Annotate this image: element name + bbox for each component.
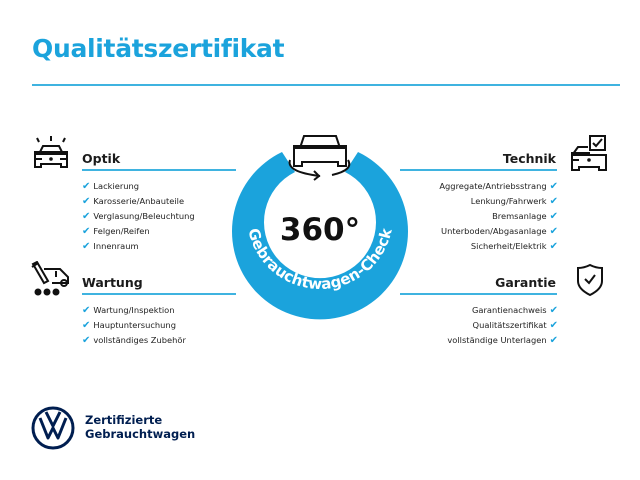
list-item: ✔ Karosserie/Anbauteile (82, 196, 185, 207)
list-item: Sicherheit/Elektrik ✔ (470, 241, 558, 252)
garantie-divider (400, 293, 557, 295)
check-icon: ✔ (82, 181, 91, 192)
section-title-garantie: Garantie (495, 275, 556, 290)
check-icon: ✔ (549, 211, 558, 222)
check-icon: ✔ (549, 181, 558, 192)
list-item: Garantienachweis ✔ (471, 305, 558, 316)
service-tools-icon (31, 261, 69, 296)
list-item: Bremsanlage ✔ (492, 211, 558, 222)
check-icon: ✔ (82, 320, 91, 331)
technik-divider (400, 169, 557, 171)
optik-list: ✔ Lackierung ✔ Karosserie/Anbauteile ✔ Verg… (82, 179, 195, 254)
optik-divider (82, 169, 236, 171)
list-item: Lenkung/Fahrwerk ✔ (470, 196, 558, 207)
garantie-list: Garantienachweis ✔ Qualitätszertifikat ✔ v… (447, 303, 558, 348)
check-icon: ✔ (82, 241, 91, 252)
check-icon: ✔ (82, 226, 91, 237)
section-title-optik: Optik (82, 151, 121, 166)
vw-logo (31, 406, 75, 450)
check-icon: ✔ (549, 335, 558, 346)
list-item: ✔ Verglasung/Beleuchtung (82, 211, 195, 222)
list-item: ✔ Hauptuntersuchung (82, 320, 176, 331)
check-icon: ✔ (549, 305, 558, 316)
list-item: ✔ Innenraum (82, 241, 139, 252)
shield-check-icon (577, 263, 603, 297)
ring-arc (232, 152, 408, 320)
list-item: vollständige Unterlagen ✔ (447, 335, 558, 346)
check-icon: ✔ (549, 196, 558, 207)
technik-list: Aggregate/Antriebsstrang ✔ Lenkung/Fahrwe… (439, 179, 558, 254)
list-item: Qualitätszertifikat ✔ (472, 320, 558, 331)
list-item: Aggregate/Antriebsstrang ✔ (439, 181, 558, 192)
list-item: ✔ Felgen/Reifen (82, 226, 150, 237)
title-divider (32, 84, 620, 86)
rotating-car-icon (288, 135, 351, 181)
page-title: Qualitätszertifikat (32, 34, 285, 63)
list-item: Unterboden/Abgasanlage ✔ (441, 226, 558, 237)
center-value: 360° (280, 212, 360, 248)
brand-label: Zertifizierte Gebrauchtwagen (85, 413, 196, 441)
check-icon: ✔ (82, 211, 91, 222)
section-title-technik: Technik (502, 151, 556, 166)
check-icon: ✔ (82, 196, 91, 207)
check-icon: ✔ (82, 305, 91, 316)
wartung-list: ✔ Wartung/Inspektion ✔ Hauptuntersuchung ✔… (82, 303, 186, 348)
360-check-badge: Gebrauchtwagen-Check 360° (232, 135, 408, 320)
wartung-divider (82, 293, 236, 295)
check-icon: ✔ (549, 226, 558, 237)
section-title-wartung: Wartung (82, 275, 143, 290)
check-icon: ✔ (549, 241, 558, 252)
car-checklist-icon (571, 135, 607, 171)
list-item: ✔ Lackierung (82, 181, 140, 192)
check-icon: ✔ (82, 335, 91, 346)
car-lights-icon (34, 136, 68, 168)
check-icon: ✔ (549, 320, 558, 331)
list-item: ✔ Wartung/Inspektion (82, 305, 175, 316)
list-item: ✔ vollständiges Zubehör (82, 335, 186, 346)
